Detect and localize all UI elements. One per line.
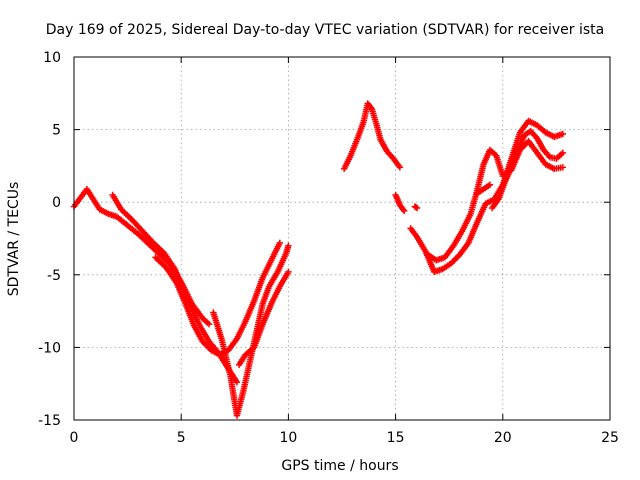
y-tick-label: -5 [47,268,61,284]
plus-marker [233,379,241,386]
y-axis-label: SDTVAR / TECUs [6,182,22,297]
plus-marker [559,164,567,171]
plus-marker [486,181,494,188]
x-tick-labels: 0 5 10 15 20 25 [70,430,619,446]
plus-marker [285,242,292,249]
y-tick-label: -10 [38,340,61,356]
y-tick-labels: -15 -10 -5 0 5 10 [38,50,61,429]
grid-lines [74,57,610,420]
data-points [70,100,567,419]
plus-marker [285,268,292,276]
x-axis-label: GPS time / hours [281,458,398,474]
x-tick-label: 5 [177,430,186,446]
x-tick-label: 10 [279,430,297,446]
axis-ticks [73,56,611,421]
plus-marker [276,239,284,247]
x-tick-label: 0 [70,430,79,446]
y-tick-label: 0 [52,195,61,211]
y-tick-label: 10 [43,50,61,66]
plus-marker [559,130,567,138]
chart-title: Day 169 of 2025, Sidereal Day-to-day VTE… [46,22,604,38]
plus-marker [559,149,567,157]
plot-frame [73,56,611,421]
plus-marker [413,204,421,212]
x-tick-label: 20 [494,430,512,446]
plus-marker [396,164,404,171]
plus-marker [205,320,213,328]
x-tick-label: 25 [601,430,619,446]
plus-marker [400,207,408,215]
y-tick-label: -15 [38,413,61,429]
x-tick-label: 15 [387,430,405,446]
y-tick-label: 5 [52,123,61,139]
